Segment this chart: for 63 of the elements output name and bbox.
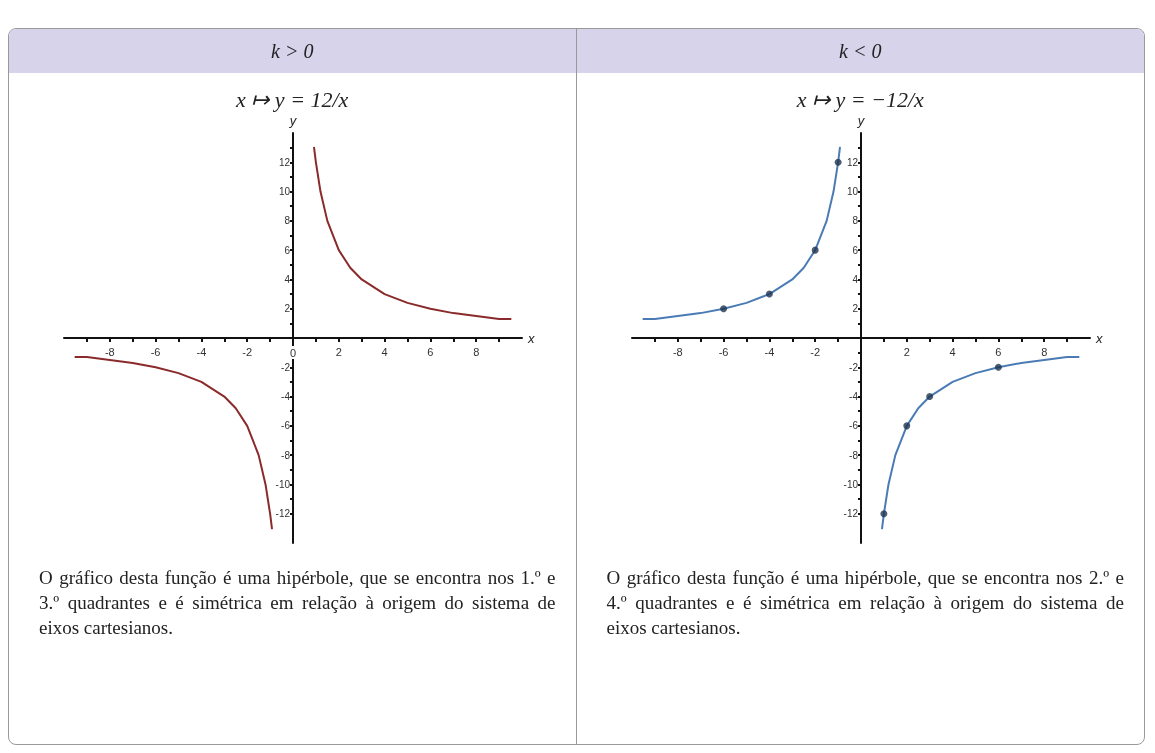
x-tick-label: -2	[242, 345, 253, 358]
y-tick-label: 2	[851, 303, 858, 315]
point	[811, 246, 819, 254]
point	[994, 363, 1002, 371]
chart-title: k < 0	[576, 29, 1144, 73]
x-axis-title: x	[1094, 330, 1103, 346]
x-tick-label: 4	[949, 345, 956, 358]
y-tick-label: -12	[843, 508, 858, 520]
chart-title: k > 0	[9, 29, 576, 73]
y-tick-label: -8	[848, 449, 858, 461]
y-tick-label: 6	[284, 244, 291, 256]
point	[765, 290, 773, 298]
x-tick-label: 8	[1040, 345, 1047, 358]
x-tick-label: 0	[289, 346, 297, 359]
line-series	[880, 356, 1080, 530]
x-tick-label: 2	[903, 345, 910, 358]
y-tick-label: 4	[284, 273, 291, 285]
y-tick-label: 12	[278, 156, 291, 168]
x-tick-label: -2	[809, 345, 820, 358]
line-series	[74, 356, 273, 530]
x-tick-label: -6	[150, 345, 161, 358]
y-axis-title: y	[856, 113, 866, 128]
y-tick-label: -12	[275, 508, 291, 520]
x-tick-label: -8	[672, 345, 683, 358]
line-series	[641, 146, 841, 320]
point	[719, 305, 727, 313]
y-tick-label: 8	[284, 215, 291, 227]
text: O gráfico desta função é uma hipérbole, que se encontra nos 1.º e 3.º quadrantes e é simétrica em relação à origem do sistema de eixos cartesianos.	[38, 566, 557, 640]
y-tick-label: -8	[281, 449, 291, 461]
x-tick-label: -8	[104, 345, 115, 358]
x-axis-title: x	[527, 330, 535, 346]
x-tick-label: -4	[196, 345, 207, 358]
y-tick-label: -10	[843, 478, 858, 490]
y-tick-label: 2	[284, 303, 291, 315]
text: O gráfico desta função é uma hipérbole, que se encontra nos 2.º e 4.º quadrantes e é simétrica em relação à origem do sistema de eixos cartesianos.	[605, 566, 1125, 640]
x-tick-label: 6	[994, 345, 1001, 358]
x-tick-label: 4	[381, 345, 388, 358]
y-tick-label: 12	[846, 156, 858, 168]
point	[925, 393, 933, 401]
y-tick-label: -10	[275, 478, 291, 490]
point	[902, 422, 910, 430]
point	[834, 158, 842, 166]
y-tick-label: -4	[848, 391, 858, 403]
y-axis-title: y	[288, 113, 298, 128]
chart-subtitle: x ↦ y = −12/x	[795, 87, 925, 113]
x-tick-label: 8	[473, 345, 480, 358]
chart-subtitle: x ↦ y = 12/x	[234, 87, 350, 113]
line-series	[313, 146, 512, 320]
x-tick-label: -4	[764, 345, 774, 358]
y-tick-label: 10	[278, 186, 291, 198]
y-tick-label: 6	[851, 244, 858, 256]
y-tick-label: -6	[281, 420, 291, 432]
y-tick-label: -2	[848, 361, 858, 373]
x-tick-label: 2	[335, 345, 342, 358]
x-tick-label: -6	[718, 345, 728, 358]
y-tick-label: 4	[851, 273, 858, 285]
y-tick-label: -4	[281, 391, 291, 403]
y-tick-label: -2	[281, 361, 291, 373]
y-tick-label: 8	[851, 215, 858, 227]
x-tick-label: 6	[427, 345, 434, 358]
y-tick-label: -6	[848, 420, 858, 432]
point	[879, 510, 887, 518]
y-tick-label: 10	[846, 186, 858, 198]
